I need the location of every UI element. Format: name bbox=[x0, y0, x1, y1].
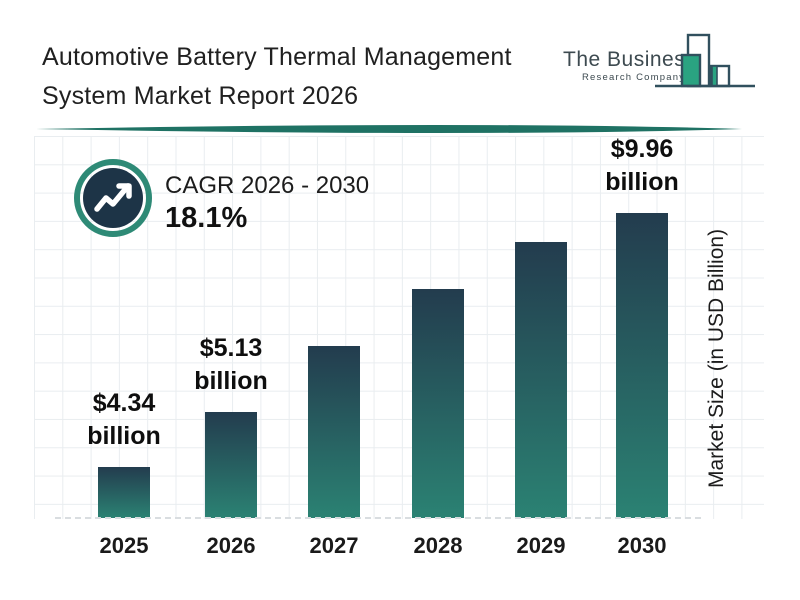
page-title-line2: System Market Report 2026 bbox=[42, 82, 359, 110]
x-tick-2025: 2025 bbox=[99, 533, 149, 558]
trend-up-icon bbox=[74, 159, 152, 237]
value-label-2025: $4.34 billion bbox=[87, 389, 161, 450]
value-label-2026: $5.13 billion bbox=[194, 334, 268, 395]
x-axis-baseline bbox=[55, 517, 701, 519]
logo-company-name: The Business bbox=[563, 48, 697, 71]
logo-tagline: Research Company bbox=[582, 72, 686, 83]
bar-2028 bbox=[412, 289, 464, 518]
x-tick-2028: 2028 bbox=[413, 533, 463, 558]
page-title: Automotive Battery Thermal Management Sy… bbox=[42, 38, 582, 116]
x-tick-2030: 2030 bbox=[617, 533, 667, 558]
value-label-2030: $9.96 billion bbox=[605, 135, 679, 196]
bar-2030 bbox=[616, 213, 668, 518]
page-title-line1: Automotive Battery Thermal Management bbox=[42, 43, 512, 71]
x-tick-2026: 2026 bbox=[206, 533, 256, 558]
y-axis-label: Market Size (in USD Billion) bbox=[705, 228, 728, 488]
bar-2026 bbox=[205, 412, 257, 518]
bar-2025 bbox=[98, 467, 150, 518]
bar-chart-skyline-icon bbox=[655, 33, 755, 88]
x-tick-2029: 2029 bbox=[516, 533, 566, 558]
bar-2027 bbox=[308, 346, 360, 518]
cagr-value: 18.1% bbox=[165, 202, 248, 234]
cagr-label: CAGR 2026 - 2030 bbox=[165, 172, 370, 199]
bar-2029 bbox=[515, 242, 567, 518]
divider-line bbox=[36, 125, 742, 133]
x-tick-2027: 2027 bbox=[309, 533, 359, 558]
